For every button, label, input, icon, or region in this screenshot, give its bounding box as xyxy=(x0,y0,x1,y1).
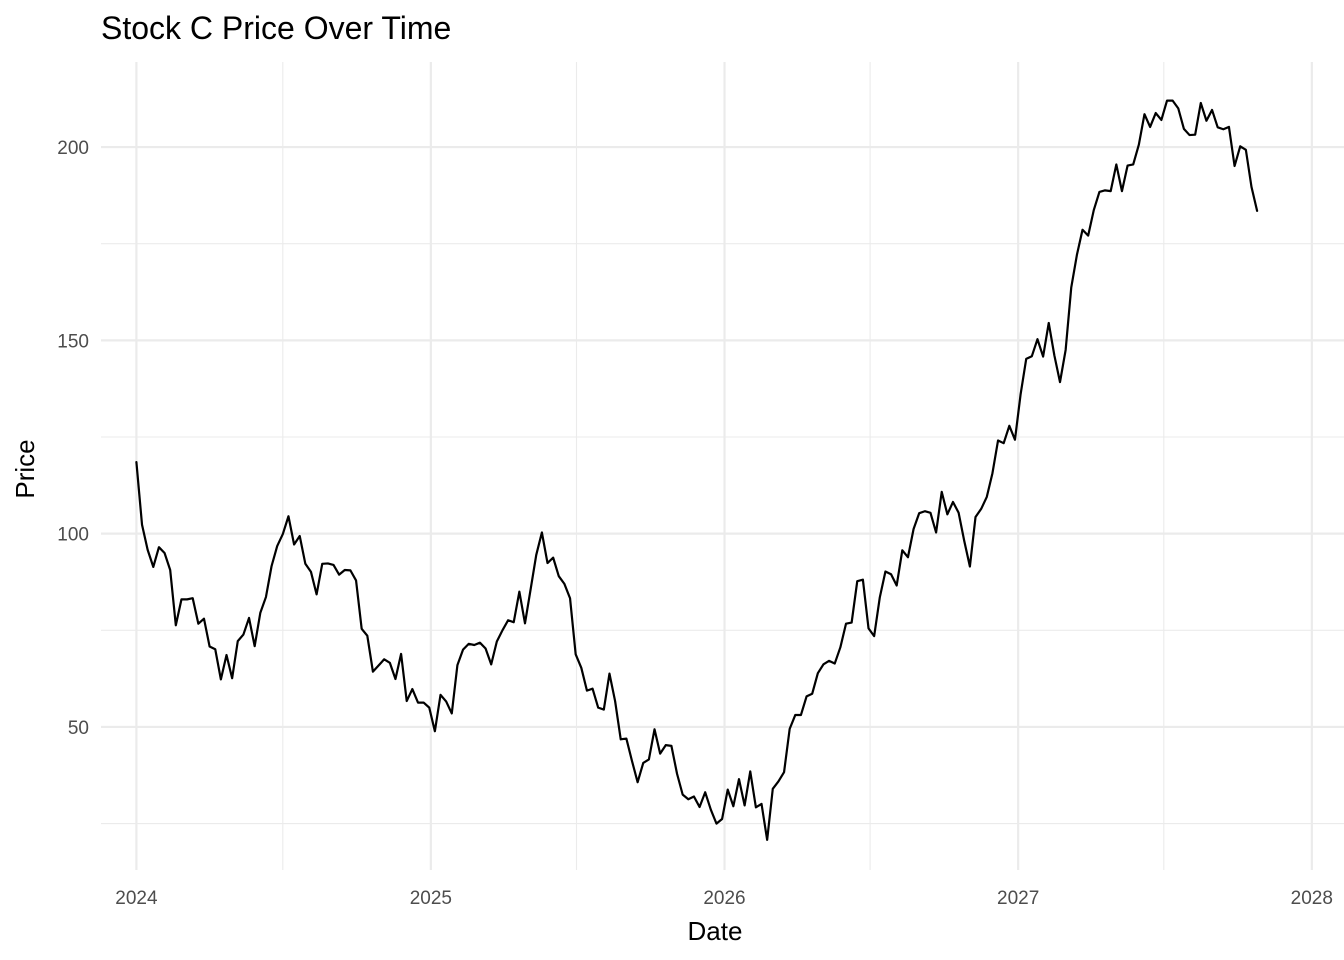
major-gridlines xyxy=(101,62,1344,870)
x-tick-label: 2026 xyxy=(703,888,745,909)
y-tick-label: 50 xyxy=(68,718,89,739)
y-tick-label: 150 xyxy=(57,331,89,352)
chart-title: Stock C Price Over Time xyxy=(101,10,451,46)
x-tick-label: 2027 xyxy=(997,888,1039,909)
x-tick-label: 2025 xyxy=(410,888,452,909)
x-axis-title: Date xyxy=(688,916,743,946)
x-tick-label: 2028 xyxy=(1291,888,1333,909)
minor-gridlines xyxy=(101,62,1344,870)
x-tick-label: 2024 xyxy=(115,888,158,909)
price-series-line xyxy=(135,99,1259,841)
y-axis-title: Price xyxy=(10,439,40,498)
x-tick-labels: 2024 2025 2026 2027 2028 xyxy=(115,888,1333,909)
y-tick-label: 200 xyxy=(57,138,89,159)
y-tick-label: 100 xyxy=(57,525,89,546)
y-tick-labels: 50 100 150 200 xyxy=(57,138,89,739)
